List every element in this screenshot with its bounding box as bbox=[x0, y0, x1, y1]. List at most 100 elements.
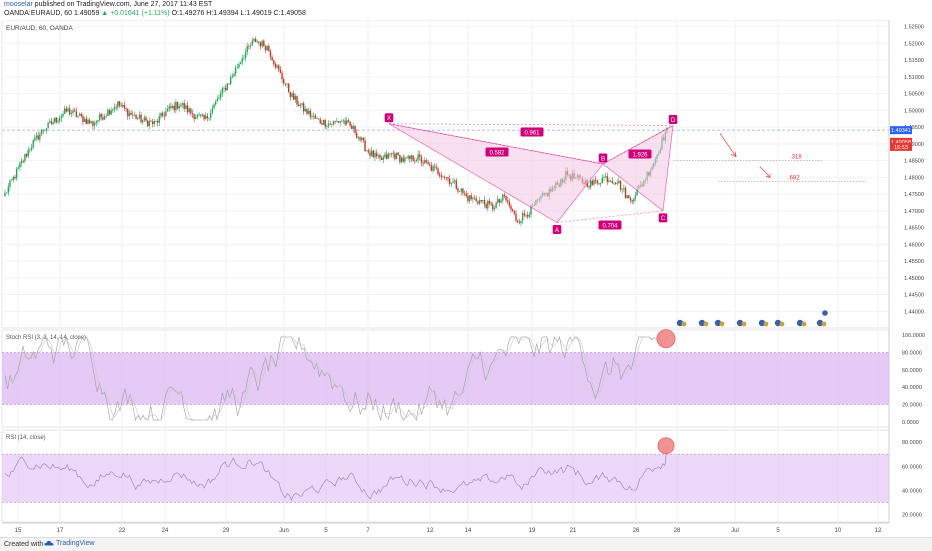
candle-body bbox=[14, 177, 16, 179]
stoch-rsi-tick: 20.0000 bbox=[902, 402, 922, 408]
candle-body bbox=[97, 120, 99, 122]
pattern-line-xb bbox=[388, 123, 604, 165]
candle-body bbox=[178, 106, 180, 109]
candle-body bbox=[297, 104, 300, 107]
y-tick-label: 1.51000 bbox=[904, 75, 924, 81]
candle-body bbox=[342, 120, 345, 122]
chart-canvas[interactable]: 15 17 22 24 29 Jun 5 7 12 14 19 21 26 28 Jul 5 10 12 1.525… bbox=[0, 20, 932, 537]
x-tick-label: 19 bbox=[529, 528, 536, 534]
pattern-ratio-label-bg bbox=[485, 147, 509, 157]
candle-body bbox=[364, 140, 366, 152]
candle-body bbox=[113, 106, 116, 110]
candle-body bbox=[628, 195, 630, 199]
candle-body bbox=[128, 112, 131, 117]
pattern-ratio-label-bg bbox=[598, 220, 622, 230]
x-tick-label: 28 bbox=[674, 528, 681, 534]
tradingview-logo[interactable]: TradingView bbox=[44, 540, 95, 547]
candle-body bbox=[299, 104, 302, 107]
candle-body bbox=[82, 116, 84, 123]
candle-body bbox=[190, 108, 192, 114]
candle-body bbox=[492, 204, 494, 210]
candle-body bbox=[138, 114, 141, 119]
pattern-point-x-bg bbox=[384, 113, 394, 123]
candle-body bbox=[229, 77, 232, 85]
candle-body bbox=[374, 152, 376, 158]
candle-body bbox=[50, 121, 53, 124]
arrow-to-682 bbox=[759, 166, 771, 178]
economic-event-icon bbox=[822, 310, 828, 316]
x-tick-label: 26 bbox=[633, 528, 640, 534]
x-tick-label: 21 bbox=[570, 528, 577, 534]
candle-body bbox=[52, 122, 54, 124]
candle-body bbox=[347, 120, 350, 122]
candle-body bbox=[142, 120, 144, 123]
candle-body bbox=[181, 103, 184, 105]
candle-body bbox=[498, 199, 501, 203]
stoch-rsi-tick: 0.0000 bbox=[902, 420, 919, 426]
candle-body bbox=[488, 200, 491, 204]
candle-body bbox=[633, 198, 635, 202]
pattern-point-c: C bbox=[661, 216, 666, 222]
candle-body bbox=[69, 108, 71, 114]
pattern-point-a-bg bbox=[552, 225, 562, 235]
candle-body bbox=[226, 83, 229, 91]
arrow-head-icon bbox=[765, 173, 771, 178]
rsi-tick: 40.0000 bbox=[902, 489, 922, 495]
pattern-point-c-bg bbox=[658, 213, 668, 223]
candle-body bbox=[12, 177, 14, 181]
candle-body bbox=[65, 108, 68, 112]
y-tick-label: 1.49500 bbox=[904, 125, 924, 131]
candle-body bbox=[34, 137, 36, 141]
candle-body bbox=[442, 176, 444, 178]
candle-body bbox=[130, 112, 132, 115]
candle-body bbox=[266, 45, 268, 51]
candle-body bbox=[145, 117, 147, 121]
candle-body bbox=[589, 180, 592, 188]
candle-body bbox=[463, 192, 466, 194]
candle-body bbox=[186, 105, 189, 113]
candle-body bbox=[354, 126, 356, 134]
candle-body bbox=[70, 113, 73, 114]
candle-body bbox=[24, 154, 26, 162]
candle-body bbox=[49, 121, 51, 123]
candle-body bbox=[155, 120, 157, 122]
candle-body bbox=[385, 154, 388, 159]
x-tick-label: 12 bbox=[875, 528, 882, 534]
candle-body bbox=[243, 58, 245, 59]
candle-body bbox=[438, 174, 441, 176]
rsi-line bbox=[4, 446, 668, 501]
candle-body bbox=[316, 118, 318, 120]
candle-body bbox=[397, 152, 399, 156]
candle-body bbox=[55, 117, 58, 123]
candle-body bbox=[419, 154, 421, 157]
candle-body bbox=[588, 186, 590, 188]
candle-body bbox=[30, 147, 33, 150]
candle-body bbox=[244, 52, 247, 59]
author-link[interactable]: mooselar bbox=[4, 1, 33, 8]
candle-body bbox=[75, 111, 78, 117]
candle-body bbox=[606, 176, 608, 182]
candle-body bbox=[203, 114, 205, 120]
candle-body bbox=[105, 115, 107, 117]
candle-body bbox=[47, 122, 49, 129]
candle-body bbox=[485, 204, 487, 209]
candle-body bbox=[108, 109, 111, 115]
candle-body bbox=[425, 160, 428, 163]
candle-body bbox=[468, 195, 471, 201]
candle-body bbox=[530, 205, 532, 215]
candle-body bbox=[450, 182, 453, 184]
candle-body bbox=[422, 162, 424, 164]
candle-body bbox=[409, 155, 411, 160]
candle-body bbox=[143, 117, 146, 121]
candle-body bbox=[352, 126, 355, 129]
symbol-label: OANDA:EURAUD, 60 bbox=[4, 10, 73, 17]
candle-body bbox=[367, 150, 370, 153]
candle-body bbox=[304, 108, 307, 112]
economic-event-icon bbox=[758, 319, 766, 327]
candle-body bbox=[122, 104, 124, 107]
candle-body bbox=[170, 106, 172, 108]
candle-body bbox=[616, 182, 618, 184]
candle-body bbox=[440, 175, 443, 178]
candle-body bbox=[380, 158, 383, 160]
price-pane bbox=[1, 20, 890, 329]
